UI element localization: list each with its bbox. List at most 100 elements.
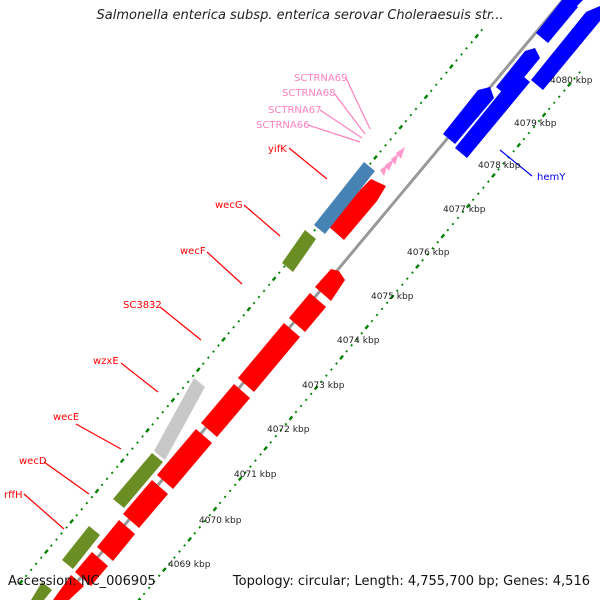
forward-strand-genes bbox=[53, 179, 386, 600]
trna-marker-1 bbox=[380, 164, 388, 176]
outer-tick-mark bbox=[136, 441, 139, 444]
label-leader-lines bbox=[23, 77, 533, 530]
inner-tick-mark bbox=[212, 506, 218, 512]
outer-tick-mark bbox=[267, 283, 271, 287]
scale-label-4073: 4073 kbp bbox=[302, 381, 345, 391]
outer-tick-mark bbox=[398, 124, 404, 130]
label-hemY: hemY bbox=[537, 172, 566, 183]
scale-label-4074: 4074 kbp bbox=[337, 336, 380, 346]
outer-tick-mark bbox=[90, 495, 94, 499]
inner-tick-mark bbox=[411, 271, 414, 274]
outer-tick-mark bbox=[166, 404, 170, 408]
outer-tick-mark bbox=[170, 397, 176, 403]
outer-tick-mark bbox=[414, 107, 418, 111]
inner-tick-mark bbox=[309, 392, 313, 396]
inner-tick-mark bbox=[446, 228, 450, 232]
outer-tick-mark bbox=[470, 40, 473, 44]
inner-tick-mark bbox=[223, 495, 227, 499]
inner-tick-mark bbox=[263, 445, 268, 451]
outer-tick-mark bbox=[313, 228, 316, 232]
inner-tick-mark bbox=[339, 354, 344, 360]
outer-tick-mark bbox=[474, 33, 480, 39]
label-SC3832: SC3832 bbox=[123, 300, 162, 311]
inner-tick-mark bbox=[566, 82, 572, 88]
outer-tick-mark bbox=[60, 532, 63, 535]
outer-tick-mark bbox=[65, 526, 68, 529]
map-title: Salmonella enterica subsp. enterica sero… bbox=[96, 8, 504, 23]
inner-tick-mark bbox=[335, 362, 338, 365]
leader-wecG bbox=[243, 204, 281, 237]
inner-tick-mark bbox=[173, 556, 176, 559]
inner-tick-mark bbox=[573, 77, 576, 80]
outer-tick-mark bbox=[257, 295, 261, 299]
inner-tick-mark bbox=[259, 453, 262, 456]
inner-tick-mark bbox=[152, 580, 156, 584]
inner-tick-mark bbox=[364, 324, 370, 330]
inner-tick-mark bbox=[237, 476, 243, 482]
scale-label-4071: 4071 kbp bbox=[234, 470, 277, 480]
inner-tick-mark bbox=[304, 398, 308, 402]
inner-tick-mark bbox=[360, 331, 364, 335]
leader-SCTRNA67 bbox=[319, 109, 363, 139]
outer-tick-mark bbox=[39, 556, 43, 560]
outer-tick-mark bbox=[207, 356, 210, 359]
inner-tick-mark bbox=[375, 313, 379, 317]
leader-wzxE bbox=[120, 362, 159, 393]
blue-gene-3 bbox=[496, 48, 540, 97]
outer-tick-mark bbox=[384, 144, 387, 147]
scale-label-4077: 4077 kbp bbox=[443, 205, 486, 215]
scale-label-4072: 4072 kbp bbox=[267, 425, 310, 435]
outer-tick-mark bbox=[277, 271, 281, 275]
inner-tick-mark bbox=[451, 222, 455, 226]
outer-tick-mark bbox=[212, 350, 215, 353]
inner-tick-mark bbox=[512, 149, 516, 153]
outer-tick-mark bbox=[369, 162, 372, 165]
outer-tick-mark bbox=[237, 319, 241, 323]
scale-label-4076: 4076 kbp bbox=[407, 248, 450, 258]
outer-tick-mark bbox=[75, 513, 79, 517]
inner-tick-mark bbox=[244, 471, 247, 474]
red-gene-3 bbox=[97, 520, 135, 561]
inner-tick-mark bbox=[313, 385, 319, 391]
inner-tick-mark bbox=[254, 459, 257, 462]
blue-gene-5 bbox=[536, 0, 578, 43]
outer-tick-mark bbox=[246, 306, 252, 312]
label-wecG: wecG bbox=[215, 200, 243, 211]
outer-tick-mark bbox=[423, 94, 429, 100]
inner-tick-mark bbox=[330, 368, 333, 371]
inner-tick-mark bbox=[385, 301, 389, 305]
inner-tick-mark bbox=[532, 125, 536, 129]
label-SCTRNA68: SCTRNA68 bbox=[282, 88, 335, 99]
inner-tick-mark bbox=[350, 343, 353, 347]
inner-tick-mark bbox=[187, 536, 193, 542]
inner-tick-mark bbox=[487, 180, 490, 183]
outer-tick-mark bbox=[18, 579, 24, 585]
inner-tick-mark bbox=[471, 198, 475, 202]
outer-tick-mark bbox=[448, 64, 454, 70]
trna-marker-2 bbox=[385, 159, 394, 171]
outer-tick-mark bbox=[191, 374, 195, 378]
label-rffH: rffH bbox=[4, 490, 23, 501]
red-gene-7 bbox=[238, 323, 300, 392]
inner-tick-mark bbox=[284, 422, 288, 426]
inner-tick-mark bbox=[461, 210, 465, 214]
inner-tick-mark bbox=[294, 410, 298, 414]
outer-tick-mark bbox=[201, 362, 205, 366]
inner-tick-mark bbox=[269, 441, 272, 444]
inner-tick-mark bbox=[288, 415, 294, 421]
inner-tick-mark bbox=[249, 465, 252, 468]
outer-tick-mark bbox=[232, 325, 235, 329]
outer-tick-mark bbox=[181, 386, 185, 390]
outer-tick-mark bbox=[455, 59, 458, 62]
outer-tick-mark bbox=[394, 131, 398, 135]
outer-tick-mark bbox=[186, 380, 190, 384]
outer-tick-mark bbox=[262, 289, 266, 293]
outer-tick-mark bbox=[43, 549, 49, 555]
red-gene-10 bbox=[328, 179, 386, 240]
scale-label-4075: 4075 kbp bbox=[371, 292, 414, 302]
outer-tick-mark bbox=[105, 477, 109, 481]
outer-tick-mark bbox=[94, 488, 100, 494]
leader-hemY bbox=[499, 149, 533, 177]
outer-tick-mark bbox=[161, 410, 165, 414]
